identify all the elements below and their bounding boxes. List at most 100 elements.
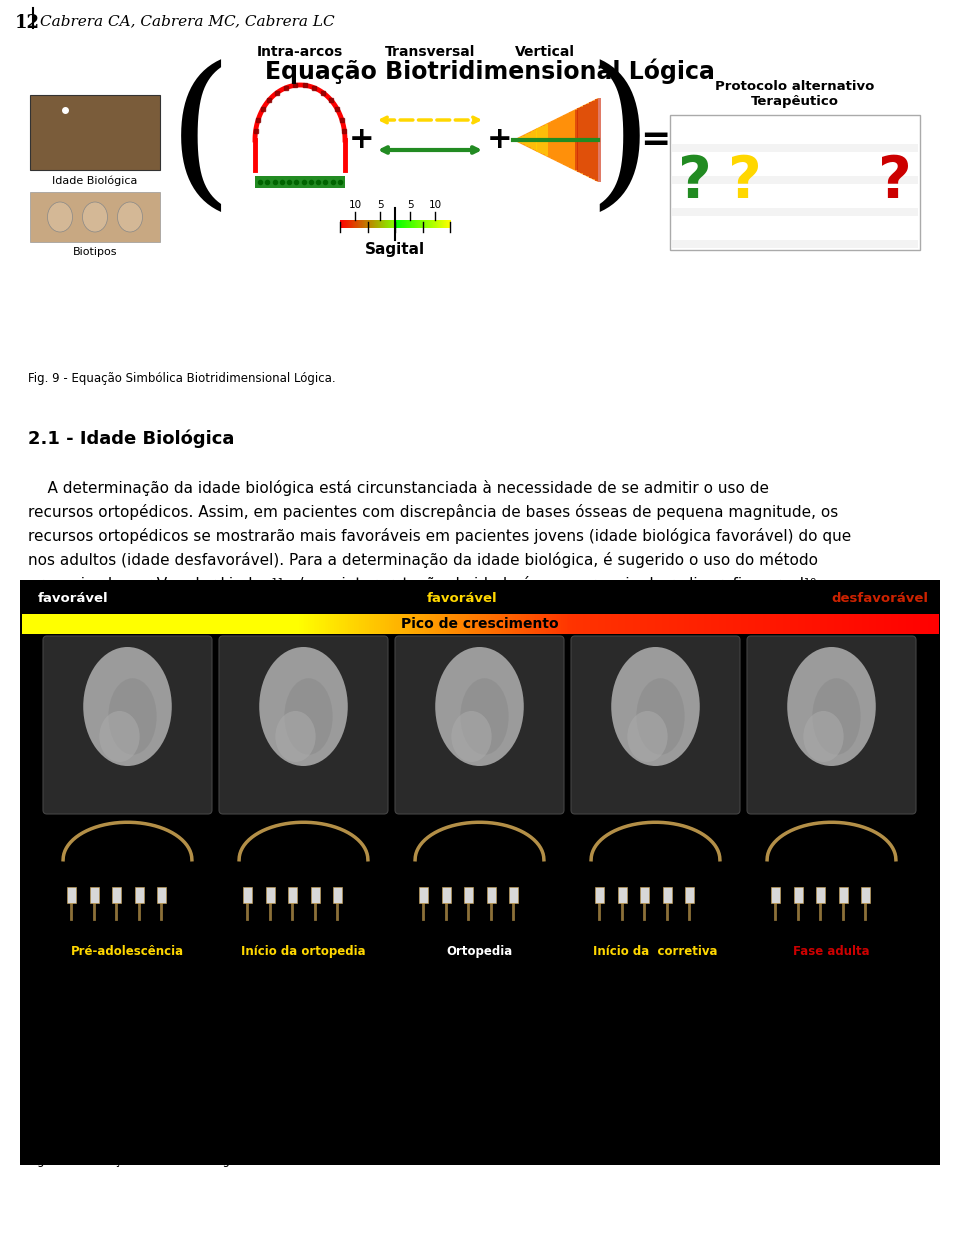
- Bar: [866, 614, 868, 634]
- Bar: [764, 614, 767, 634]
- Bar: [425, 220, 426, 228]
- Bar: [530, 614, 532, 634]
- Bar: [776, 614, 778, 634]
- Bar: [893, 614, 896, 634]
- Bar: [566, 614, 569, 634]
- Bar: [233, 614, 235, 634]
- Bar: [724, 614, 727, 634]
- Polygon shape: [592, 101, 595, 179]
- Bar: [341, 220, 342, 228]
- Bar: [411, 220, 412, 228]
- Bar: [524, 614, 527, 634]
- Bar: [730, 614, 732, 634]
- Bar: [44, 614, 46, 634]
- Ellipse shape: [108, 679, 156, 755]
- Bar: [363, 614, 366, 634]
- Ellipse shape: [435, 648, 524, 766]
- Bar: [388, 220, 389, 228]
- FancyBboxPatch shape: [571, 636, 740, 814]
- Bar: [479, 614, 481, 634]
- Bar: [377, 614, 380, 634]
- Polygon shape: [563, 115, 565, 165]
- Bar: [415, 614, 417, 634]
- Text: Início da  corretiva: Início da corretiva: [593, 945, 718, 958]
- Bar: [410, 220, 411, 228]
- Bar: [790, 614, 793, 634]
- Bar: [321, 614, 324, 634]
- Text: ?: ?: [678, 154, 712, 210]
- Bar: [248, 614, 250, 634]
- Bar: [667, 614, 670, 634]
- Bar: [431, 220, 432, 228]
- Bar: [796, 614, 798, 634]
- Bar: [411, 614, 413, 634]
- Bar: [880, 614, 882, 634]
- Bar: [649, 614, 652, 634]
- Bar: [431, 614, 433, 634]
- Bar: [687, 614, 690, 634]
- Bar: [246, 614, 248, 634]
- Bar: [441, 220, 442, 228]
- Ellipse shape: [636, 679, 684, 755]
- Bar: [180, 614, 182, 634]
- Bar: [780, 614, 781, 634]
- Bar: [420, 614, 422, 634]
- Bar: [264, 614, 266, 634]
- Bar: [42, 614, 44, 634]
- Bar: [367, 220, 368, 228]
- Bar: [435, 614, 437, 634]
- Bar: [669, 614, 672, 634]
- Bar: [492, 614, 493, 634]
- Bar: [418, 220, 419, 228]
- Bar: [572, 614, 574, 634]
- Bar: [294, 614, 296, 634]
- Bar: [31, 614, 34, 634]
- Bar: [288, 888, 298, 902]
- Bar: [222, 614, 225, 634]
- Bar: [395, 614, 396, 634]
- Bar: [867, 614, 870, 634]
- Bar: [544, 614, 547, 634]
- Bar: [359, 220, 360, 228]
- Bar: [345, 220, 346, 228]
- Text: (: (: [167, 60, 232, 220]
- Bar: [691, 614, 694, 634]
- Polygon shape: [513, 98, 598, 182]
- Bar: [360, 220, 361, 228]
- Bar: [328, 614, 330, 634]
- Bar: [443, 220, 444, 228]
- Bar: [417, 220, 418, 228]
- Bar: [536, 614, 538, 634]
- Bar: [108, 614, 110, 634]
- Bar: [336, 614, 338, 634]
- Bar: [846, 614, 848, 634]
- Ellipse shape: [47, 202, 73, 232]
- Bar: [342, 220, 344, 228]
- Bar: [601, 614, 604, 634]
- Bar: [844, 614, 846, 634]
- Bar: [442, 614, 444, 634]
- Bar: [323, 614, 325, 634]
- Bar: [236, 614, 239, 634]
- Bar: [794, 614, 796, 634]
- Bar: [22, 614, 24, 634]
- Bar: [482, 614, 485, 634]
- Bar: [830, 614, 833, 634]
- Bar: [358, 220, 359, 228]
- Bar: [746, 614, 749, 634]
- Bar: [228, 614, 229, 634]
- Bar: [253, 614, 255, 634]
- Bar: [393, 220, 395, 228]
- Bar: [105, 614, 107, 634]
- Bar: [675, 614, 677, 634]
- Bar: [361, 614, 364, 634]
- Bar: [340, 220, 341, 228]
- Bar: [444, 220, 445, 228]
- Bar: [409, 220, 410, 228]
- Bar: [717, 614, 719, 634]
- Bar: [806, 614, 809, 634]
- Polygon shape: [589, 102, 592, 178]
- Bar: [173, 614, 175, 634]
- Bar: [159, 614, 162, 634]
- Bar: [919, 614, 921, 634]
